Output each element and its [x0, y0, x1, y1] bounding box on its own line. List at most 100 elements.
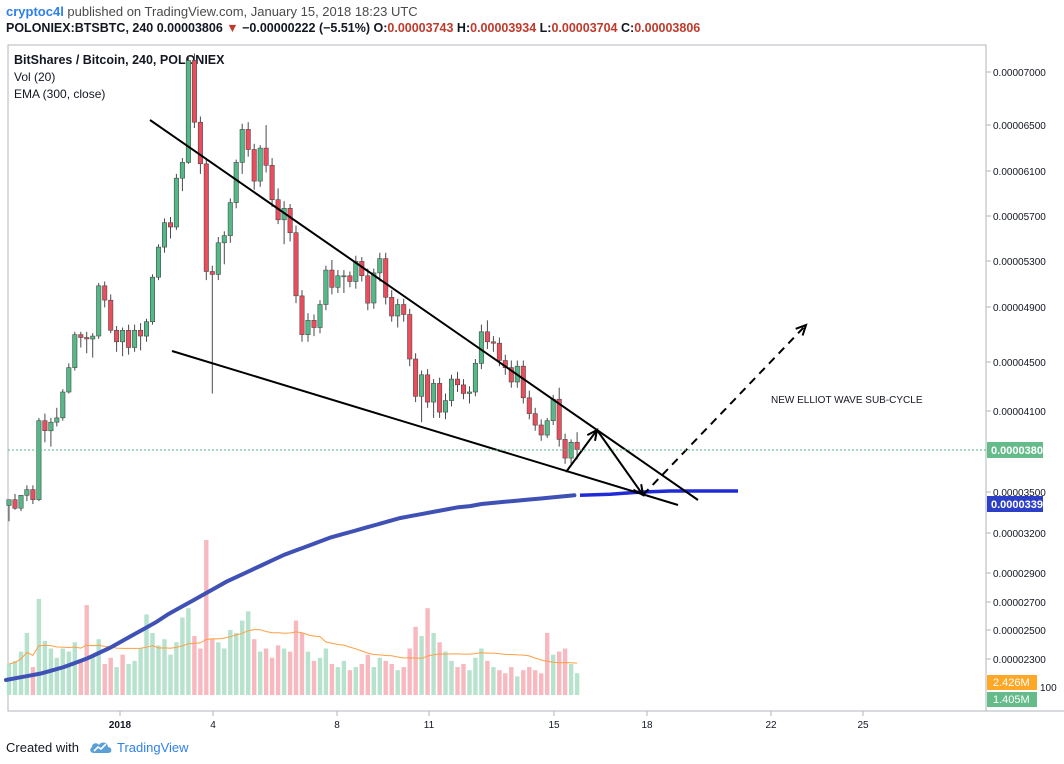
- candle: [203, 158, 209, 281]
- last-price: 0.00003806: [156, 21, 223, 35]
- tradingview-brand-link[interactable]: TradingView: [117, 740, 189, 755]
- candle: [425, 369, 431, 408]
- candle: [562, 433, 568, 464]
- y-tick-label: 0.00005300: [993, 257, 1046, 268]
- symbol-info: POLONIEX:BTSBTC, 240 0.00003806 ▼ −0.000…: [6, 21, 700, 35]
- candle: [311, 314, 317, 337]
- open-value: 0.00003743: [387, 21, 454, 35]
- header: cryptoc4l published on TradingView.com, …: [0, 0, 1064, 40]
- ema-badge: [987, 496, 1043, 512]
- volume-bar: [407, 648, 412, 695]
- volume-bar: [168, 654, 173, 695]
- volume-bar: [557, 651, 562, 695]
- created-with-text: Created with: [6, 740, 79, 755]
- legend-title: BitShares / Bitcoin, 240, POLONIEX: [14, 53, 225, 67]
- candle: [78, 331, 84, 348]
- volume-bar: [485, 660, 490, 695]
- volume-bar: [204, 540, 209, 695]
- candle: [42, 413, 48, 443]
- ema-badge-text: 0.00003397: [991, 499, 1049, 511]
- candle: [144, 318, 150, 342]
- author-link[interactable]: cryptoc4l: [6, 4, 64, 19]
- candle: [407, 308, 413, 367]
- price-chart[interactable]: BitShares / Bitcoin, 240, POLONIEX Vol (…: [0, 40, 1064, 736]
- volume-bar: [132, 660, 137, 695]
- x-tick-label: 22: [765, 720, 777, 731]
- candle: [173, 173, 179, 230]
- y-tick-label: 0.00003200: [993, 529, 1046, 540]
- volume-bar: [275, 645, 281, 695]
- high-label: H:: [456, 21, 471, 35]
- candle: [383, 252, 389, 305]
- volume-bar: [467, 670, 472, 695]
- volume-bar: [395, 670, 400, 695]
- volume-bar: [377, 657, 382, 695]
- ema-polyline: [4, 493, 577, 682]
- candle: [299, 290, 305, 342]
- volume-bar: [533, 670, 538, 695]
- low-value: 0.00003704: [551, 21, 618, 35]
- y-tick-label: 0.00005700: [993, 212, 1046, 223]
- y-axis: 0.00007000 0.00006500 0.00006100 0.00005700…: [986, 68, 1046, 666]
- volume-bar: [497, 670, 502, 695]
- candle: [209, 265, 215, 394]
- candle: [227, 198, 233, 243]
- candle: [419, 370, 425, 423]
- volume-bar: [180, 617, 185, 695]
- x-tick-label: 25: [857, 720, 869, 731]
- arrow-down-head-icon: [632, 484, 645, 497]
- candle: [6, 499, 12, 522]
- volume-bar: [431, 633, 436, 695]
- upper-trendline: [149, 119, 699, 501]
- x-tick-label: 4: [210, 720, 216, 731]
- volume-bar: [359, 664, 364, 695]
- volume-bar: [126, 664, 131, 695]
- candle: [287, 204, 293, 242]
- candle: [377, 252, 383, 282]
- volume-bar: [42, 640, 48, 696]
- volume-bar: [311, 660, 317, 695]
- candle: [30, 485, 36, 504]
- x-tick-label: 8: [334, 720, 340, 731]
- volume-bar: [449, 660, 454, 695]
- volume-bar: [509, 667, 514, 695]
- wave-arrow-down: [596, 429, 644, 496]
- candle: [335, 270, 341, 293]
- volume-bar: [527, 667, 532, 695]
- y-tick-label: 0.00004100: [993, 407, 1046, 418]
- candle: [102, 281, 108, 308]
- high-value: 0.00003934: [470, 21, 537, 35]
- candle: [305, 313, 311, 342]
- tradingview-cloud-icon: [90, 742, 112, 753]
- volume-bar: [192, 636, 197, 695]
- lower-trendline: [171, 350, 679, 506]
- volume-bar: [545, 633, 550, 695]
- volume-bar: [78, 660, 83, 695]
- candle: [215, 237, 221, 281]
- candle: [60, 389, 66, 421]
- candle: [508, 360, 514, 388]
- volume-bar: [269, 657, 275, 695]
- candle: [323, 265, 329, 311]
- candle: [490, 336, 496, 352]
- candle: [544, 417, 550, 438]
- candle: [239, 123, 245, 174]
- drawings: [149, 119, 808, 506]
- candle: [191, 53, 197, 128]
- candle: [466, 386, 472, 404]
- volume-bar: [90, 654, 95, 695]
- candle: [389, 290, 395, 322]
- candle: [269, 158, 275, 207]
- volume-bar: [258, 651, 263, 695]
- candle: [162, 218, 168, 253]
- ema-line: [4, 489, 738, 682]
- open-label: O:: [373, 21, 388, 35]
- volume-bar: [455, 667, 460, 695]
- candle: [120, 327, 126, 357]
- candle: [472, 359, 478, 397]
- volume-bar: [317, 657, 323, 695]
- volume-bar: [30, 667, 36, 695]
- candle: [448, 374, 454, 407]
- candle: [233, 159, 239, 209]
- volume-bar: [281, 648, 287, 695]
